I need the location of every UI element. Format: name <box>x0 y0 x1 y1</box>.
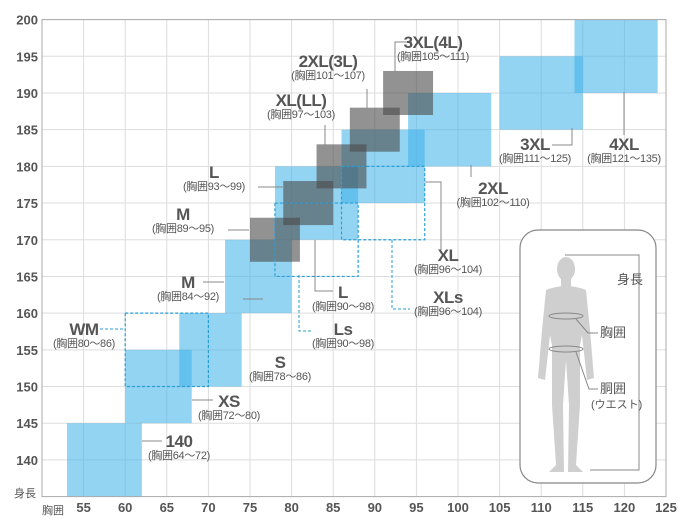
size-box-s <box>179 313 242 387</box>
label-ls: Ls (胸囲90～98) <box>311 320 375 350</box>
label-l: L (胸囲90～98) <box>311 283 375 313</box>
x-tick-label: 70 <box>201 500 215 515</box>
y-tick-label: 145 <box>16 416 38 431</box>
x-tick-label: 65 <box>160 500 174 515</box>
label-s: S (胸囲78～86) <box>248 353 312 383</box>
x-tick-label: 120 <box>614 500 636 515</box>
body-silhouette-icon <box>538 257 594 472</box>
size-boxes <box>66 19 658 497</box>
y-tick-label: 200 <box>16 13 38 28</box>
size-box-3xl <box>499 56 583 130</box>
figure-waist-sub: (ウエスト) <box>591 399 643 411</box>
body-figure-panel <box>519 229 657 484</box>
label-4xl: 4XL (胸囲121～135) <box>587 135 661 165</box>
label-2xl-3l: 2XL(3L) (胸囲101～107) <box>291 52 365 82</box>
figure-waist-label: 胴囲 <box>600 381 627 396</box>
x-tick-label: 55 <box>76 500 90 515</box>
y-tick-label: 140 <box>16 453 38 468</box>
dashed-leader-lines <box>100 240 410 332</box>
x-tick-label: 60 <box>118 500 132 515</box>
size-box-xls <box>340 165 426 241</box>
plot-frame <box>41 19 667 498</box>
label-xls: XLs (胸囲96～104) <box>414 288 482 318</box>
x-tick-label: 90 <box>368 500 382 515</box>
x-tick-label: 100 <box>447 500 469 515</box>
size-box-ls <box>274 202 359 278</box>
x-tick-label: 105 <box>489 500 511 515</box>
x-tick-label: 115 <box>572 500 593 515</box>
x-tick-label: 75 <box>243 500 257 515</box>
x-tick-label: 85 <box>326 500 340 515</box>
x-tick-label: 125 <box>655 500 677 515</box>
size-box-wm <box>124 312 209 388</box>
label-wm: WM (胸囲80～86) <box>52 320 116 350</box>
label-140: 140 (胸囲64～72) <box>147 432 211 462</box>
size-box-4xl <box>574 19 658 93</box>
x-tick-label: 110 <box>531 500 552 515</box>
y-tick-label: 160 <box>16 306 38 321</box>
label-2xl: 2XL (胸囲102～110) <box>456 179 530 209</box>
y-tick-label: 165 <box>16 269 38 284</box>
label-m: M (胸囲84～92) <box>156 273 220 303</box>
figure-height-label: 身長 <box>617 272 644 287</box>
y-tick-label: 185 <box>16 123 38 138</box>
label-xs: XS (胸囲72～80) <box>197 392 261 422</box>
x-tick-label: 80 <box>284 500 298 515</box>
x-tick-label: 95 <box>409 500 423 515</box>
label-l-jp: L (胸囲93～99) <box>182 163 246 193</box>
label-xl-ll: XL(LL) (胸囲97～103) <box>267 91 335 121</box>
tick-labels: 55 60 65 70 75 80 85 90 95 100 105 110 115 120 125 140 1… <box>16 13 677 515</box>
label-m-jp: M (胸囲89～95) <box>151 205 215 235</box>
y-tick-label: 175 <box>16 196 38 211</box>
x-axis-label: 胸囲 <box>42 505 64 517</box>
size-box-140 <box>66 423 142 497</box>
y-tick-label: 170 <box>16 233 38 248</box>
y-tick-label: 190 <box>16 86 38 101</box>
y-tick-label: 195 <box>16 49 38 64</box>
y-tick-label: 155 <box>16 343 38 358</box>
y-tick-label: 150 <box>16 380 38 395</box>
label-3xl: 3XL (胸囲111～125) <box>498 135 572 165</box>
figure-chest-label: 胸囲 <box>600 325 627 340</box>
label-xl: XL (胸囲96～104) <box>414 246 482 276</box>
size-box-j3xl <box>383 70 434 115</box>
leader-lines <box>142 41 625 442</box>
y-axis-label: 身長 <box>14 488 36 500</box>
label-3xl-4l: 3XL(4L) (胸囲105～111) <box>396 33 470 63</box>
y-tick-label: 180 <box>16 159 38 174</box>
